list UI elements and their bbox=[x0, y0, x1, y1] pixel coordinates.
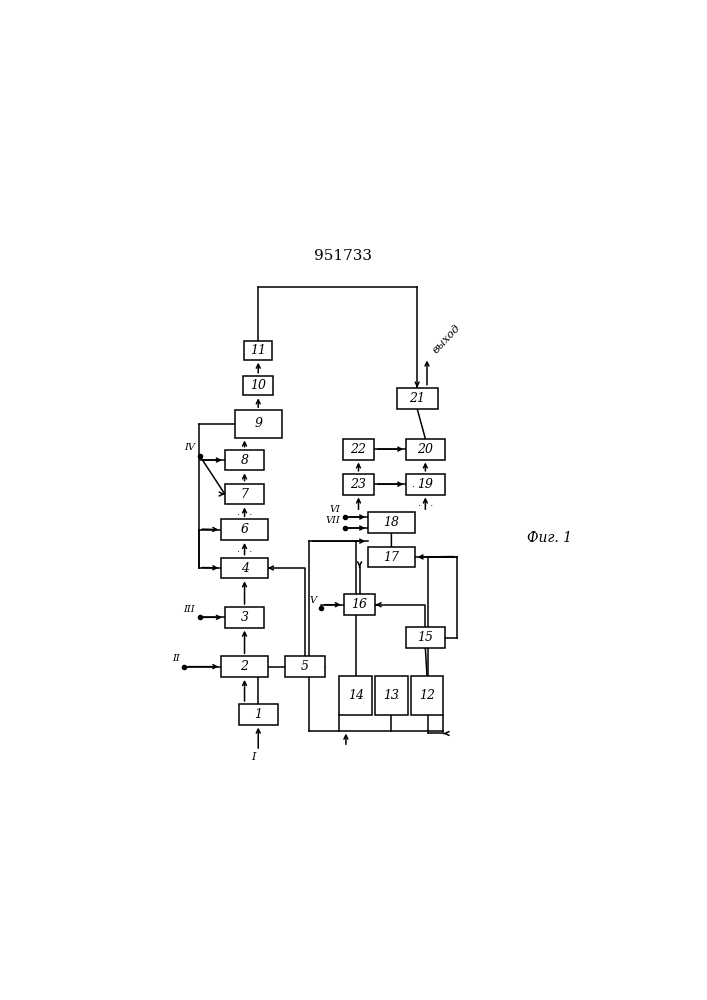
Text: 21: 21 bbox=[409, 392, 425, 405]
Text: III: III bbox=[184, 605, 195, 614]
Text: . . .: . . . bbox=[237, 507, 252, 517]
Text: VI: VI bbox=[330, 505, 341, 514]
Text: 17: 17 bbox=[383, 551, 399, 564]
Bar bbox=[221, 558, 268, 578]
Bar bbox=[221, 519, 268, 540]
Text: 5: 5 bbox=[300, 660, 309, 673]
Bar bbox=[225, 607, 264, 628]
Bar bbox=[235, 410, 281, 438]
Bar bbox=[407, 627, 445, 648]
Text: VII: VII bbox=[326, 516, 341, 525]
Bar bbox=[407, 474, 445, 495]
Bar bbox=[368, 512, 415, 533]
Bar bbox=[221, 656, 268, 677]
Text: . . .: . . . bbox=[412, 479, 428, 489]
Bar bbox=[225, 484, 264, 504]
Text: Фиг. 1: Фиг. 1 bbox=[527, 531, 572, 545]
Text: 23: 23 bbox=[351, 478, 366, 491]
Bar bbox=[343, 474, 375, 495]
Text: 20: 20 bbox=[417, 443, 433, 456]
Text: 14: 14 bbox=[348, 689, 364, 702]
Bar bbox=[285, 656, 325, 677]
Bar bbox=[407, 439, 445, 460]
Bar bbox=[397, 388, 438, 409]
Text: 2: 2 bbox=[240, 660, 249, 673]
Text: 8: 8 bbox=[240, 454, 249, 467]
Text: 11: 11 bbox=[250, 344, 267, 357]
Bar bbox=[238, 704, 278, 725]
Text: 10: 10 bbox=[250, 379, 267, 392]
Text: I: I bbox=[251, 752, 255, 762]
Text: 13: 13 bbox=[383, 689, 399, 702]
Bar bbox=[344, 594, 375, 615]
Text: 6: 6 bbox=[240, 523, 249, 536]
Bar bbox=[411, 676, 443, 715]
Bar bbox=[375, 676, 408, 715]
Text: II: II bbox=[172, 654, 180, 663]
Text: IV: IV bbox=[185, 443, 195, 452]
Bar bbox=[368, 547, 415, 567]
Bar bbox=[343, 439, 375, 460]
Text: . . .: . . . bbox=[418, 498, 433, 508]
Text: 16: 16 bbox=[351, 598, 368, 611]
Text: 18: 18 bbox=[383, 516, 399, 529]
Text: 19: 19 bbox=[417, 478, 433, 491]
Text: 9: 9 bbox=[255, 417, 262, 430]
Bar bbox=[244, 341, 272, 360]
Text: 4: 4 bbox=[240, 562, 249, 575]
Text: V: V bbox=[309, 596, 316, 605]
Bar bbox=[243, 376, 274, 395]
Bar bbox=[339, 676, 372, 715]
Text: 7: 7 bbox=[240, 488, 249, 501]
Text: выход: выход bbox=[431, 322, 462, 355]
Bar bbox=[225, 450, 264, 470]
Text: . . .: . . . bbox=[237, 544, 252, 554]
Text: 1: 1 bbox=[255, 708, 262, 721]
Text: 15: 15 bbox=[417, 631, 433, 644]
Text: 3: 3 bbox=[240, 611, 249, 624]
Text: . . .: . . . bbox=[384, 691, 399, 701]
Text: 22: 22 bbox=[351, 443, 366, 456]
Text: 12: 12 bbox=[419, 689, 435, 702]
Text: 951733: 951733 bbox=[314, 249, 372, 263]
